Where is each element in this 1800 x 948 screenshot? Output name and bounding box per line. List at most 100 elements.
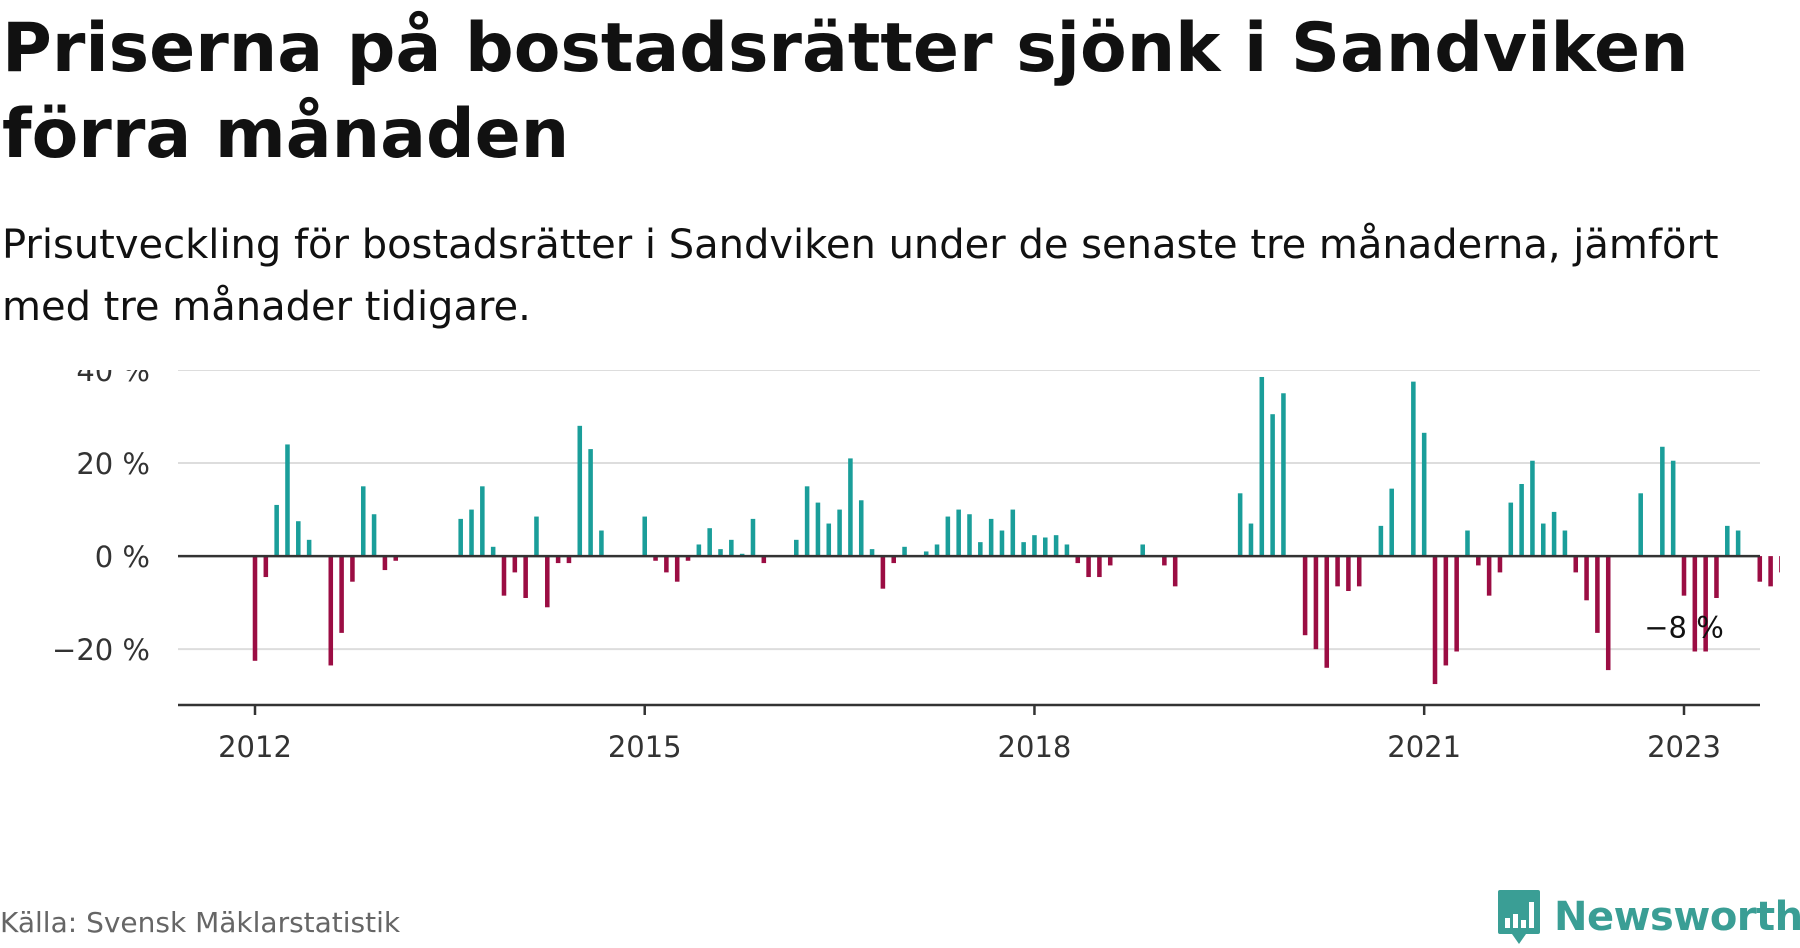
- bar: [1768, 556, 1773, 587]
- bar: [934, 544, 940, 557]
- axes: [178, 554, 1760, 715]
- bar: [1064, 544, 1070, 557]
- bar: [815, 502, 821, 557]
- bar: [545, 556, 550, 608]
- chart-title: Priserna på bostadsrätter sjönk i Sandvi…: [2, 9, 1689, 174]
- bar: [1075, 556, 1081, 564]
- bar: [1638, 493, 1643, 557]
- bar: [1573, 556, 1579, 573]
- bar: [707, 528, 712, 557]
- bar: [729, 539, 734, 557]
- bar: [263, 556, 269, 578]
- bar: [1486, 556, 1492, 596]
- bar: [1519, 483, 1524, 557]
- bar: [978, 542, 983, 557]
- bar: [458, 518, 463, 557]
- bar: [1389, 488, 1394, 557]
- x-tick-label: 2012: [218, 730, 292, 764]
- bar: [501, 556, 507, 596]
- bar: [555, 556, 561, 564]
- bar: [1421, 432, 1427, 557]
- bar: [1497, 556, 1503, 573]
- tick-labels: −20 % 0 % 20 % 40 % 2012 2015 2018 2021 2023 −8 %: [52, 370, 1724, 764]
- bar: [1356, 556, 1362, 587]
- bar: [869, 549, 875, 557]
- bar: [1530, 460, 1535, 557]
- bar: [1313, 556, 1319, 650]
- bar: [285, 444, 290, 557]
- bar: [794, 539, 799, 557]
- bar: [945, 516, 951, 557]
- bar: [826, 523, 832, 557]
- bar: [252, 556, 258, 661]
- bar: [1681, 556, 1687, 596]
- bar: [967, 514, 972, 557]
- bar: [848, 458, 853, 557]
- bar: [1540, 523, 1546, 557]
- source-note: Källa: Svensk Mäklarstatistik: [0, 906, 401, 939]
- x-tick-label: 2023: [1647, 730, 1721, 764]
- bar: [1162, 556, 1167, 566]
- bar: [1411, 381, 1416, 557]
- y-tick-label: −20 %: [52, 633, 150, 667]
- bar: [1595, 556, 1600, 633]
- bar: [480, 486, 485, 557]
- brand-logo: Newsworthy: [1496, 886, 1800, 948]
- bar: [718, 549, 723, 557]
- bar: [1086, 556, 1091, 578]
- gridlines: [178, 370, 1760, 651]
- bar: [339, 556, 344, 633]
- bar: [1378, 525, 1384, 557]
- bar: [1454, 556, 1459, 652]
- bar: [1021, 542, 1026, 557]
- bar: [642, 516, 648, 557]
- bar: [1346, 556, 1351, 592]
- bar: [1584, 556, 1589, 601]
- bar: [296, 521, 301, 557]
- brand-name: Newsworthy: [1554, 894, 1800, 940]
- bar-chart: −20 % 0 % 20 % 40 % 2012 2015 2018 2021 2023 −8 %: [52, 370, 1780, 764]
- bar: [1465, 530, 1470, 557]
- bar: [761, 556, 767, 564]
- bar: [371, 514, 377, 557]
- bar: [1443, 556, 1449, 666]
- bar: [1605, 556, 1611, 671]
- bar: [1670, 460, 1676, 557]
- bar: [588, 449, 593, 557]
- bar: [1281, 393, 1286, 557]
- bar: [653, 556, 658, 561]
- bar: [490, 546, 496, 557]
- bar: [599, 530, 604, 557]
- bar: [1714, 556, 1719, 598]
- x-tick-label: 2018: [998, 730, 1072, 764]
- bar: [902, 546, 907, 557]
- bar: [750, 518, 756, 557]
- bar: [1237, 493, 1243, 557]
- bar: [306, 539, 312, 557]
- bar: [1270, 414, 1275, 557]
- x-tick-label: 2015: [608, 730, 682, 764]
- bar: [1324, 556, 1330, 668]
- bar: [988, 518, 994, 557]
- y-tick-label: 40 %: [76, 370, 150, 388]
- bar: [1562, 530, 1568, 557]
- bar: [1172, 556, 1178, 587]
- bar: [1725, 525, 1730, 557]
- bar: [1660, 446, 1665, 557]
- bar: [393, 556, 399, 561]
- bar: [328, 556, 334, 666]
- bar: [1010, 509, 1016, 557]
- bar: [674, 556, 680, 582]
- bars: [252, 376, 1780, 685]
- bar: [1043, 537, 1048, 557]
- bar: [891, 556, 896, 564]
- bar: [1551, 511, 1557, 557]
- bar: [1703, 556, 1708, 652]
- bar: [1692, 556, 1698, 652]
- bar: [534, 516, 539, 557]
- bar: [350, 556, 355, 582]
- bar: [1735, 530, 1741, 557]
- y-tick-label: 0 %: [95, 540, 150, 574]
- bar: [1259, 376, 1265, 557]
- x-tick-label: 2021: [1387, 730, 1461, 764]
